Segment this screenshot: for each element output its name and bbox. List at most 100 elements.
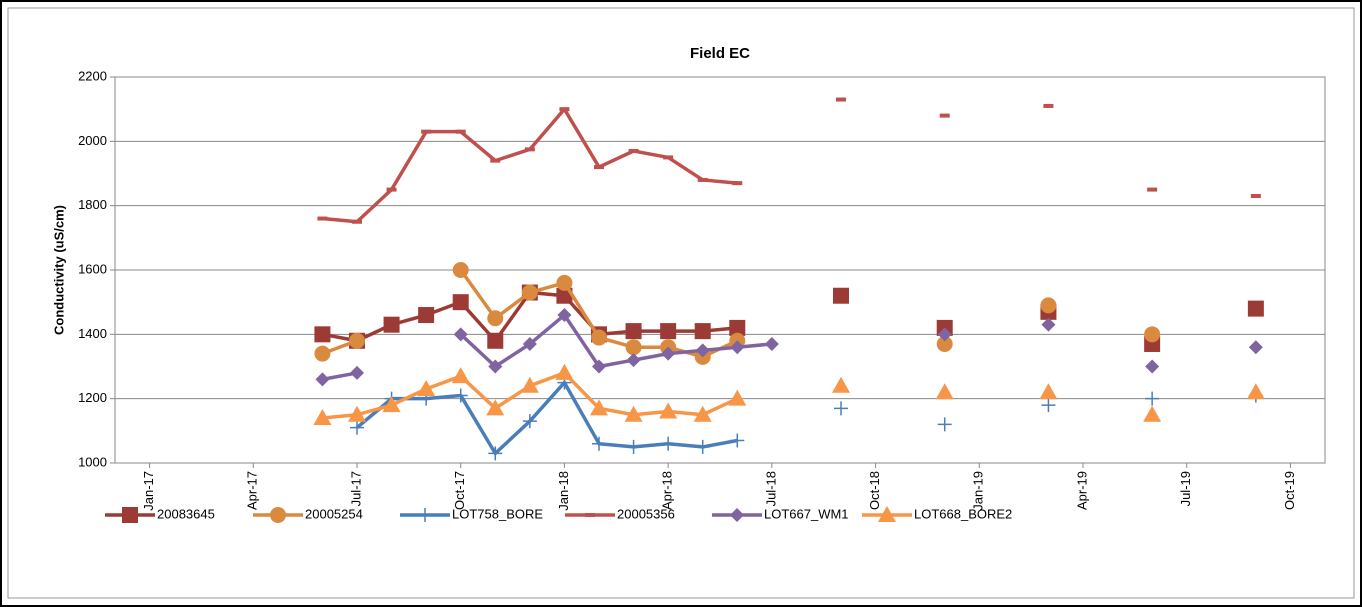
legend-label: LOT667_WM1 [764, 506, 849, 521]
x-tick-label: Jan-18 [556, 471, 571, 511]
data-point [628, 148, 639, 153]
data-point [522, 414, 537, 429]
data-point [455, 129, 466, 134]
x-tick-label: Jul-18 [763, 471, 778, 506]
x-tick-label: Apr-19 [1074, 471, 1089, 510]
data-point [1043, 103, 1054, 108]
legend-label: 20005254 [305, 506, 363, 521]
data-point [695, 343, 710, 358]
data-point [832, 376, 850, 393]
y-axis-label: Conductivity (uS/cm) [51, 205, 66, 335]
data-point [592, 359, 606, 374]
data-point [486, 399, 505, 416]
data-point [521, 284, 538, 301]
data-point [421, 129, 432, 134]
x-tick-label: Jan-17 [141, 471, 156, 511]
legend-marker [585, 513, 595, 517]
data-point [1041, 398, 1056, 413]
legend-label: 20005356 [617, 506, 675, 521]
data-point [348, 405, 366, 422]
data-point [936, 335, 953, 352]
data-point [315, 372, 330, 387]
legend-marker [878, 506, 896, 522]
data-point [557, 308, 572, 323]
y-tick-label: 1400 [78, 326, 107, 341]
data-point [383, 316, 400, 333]
data-point [452, 294, 469, 311]
data-point [487, 332, 504, 349]
data-point [624, 405, 643, 422]
y-tick-label: 2200 [78, 68, 107, 83]
data-point [764, 336, 779, 351]
data-point [937, 417, 952, 432]
data-point [490, 158, 501, 163]
data-point [836, 97, 846, 102]
data-point [694, 323, 711, 340]
data-point [626, 439, 641, 454]
data-point [559, 107, 570, 112]
data-point [386, 187, 397, 192]
chart-title: Field EC [690, 45, 750, 62]
data-point [556, 274, 573, 291]
y-tick-label: 1600 [78, 261, 107, 276]
data-point [1039, 383, 1058, 400]
data-point [732, 181, 743, 186]
data-point [349, 332, 365, 349]
data-point [452, 262, 469, 278]
data-point [663, 155, 674, 160]
chart-area [7, 7, 1355, 599]
y-tick-label: 2000 [78, 133, 107, 148]
x-tick-label: Oct-18 [867, 471, 882, 510]
data-point [695, 439, 710, 454]
data-point [453, 327, 468, 342]
data-point [1144, 326, 1161, 343]
data-point [352, 219, 362, 224]
data-point [590, 399, 608, 416]
data-point [833, 287, 849, 304]
x-tick-label: Oct-19 [1282, 471, 1297, 510]
x-tick-label: Jan-19 [971, 471, 986, 511]
data-point [314, 345, 331, 362]
data-point [524, 147, 535, 152]
data-point [1040, 297, 1057, 314]
data-point [660, 323, 677, 340]
data-point [591, 329, 607, 346]
x-tick-label: Jul-17 [348, 471, 363, 506]
data-point [487, 310, 504, 327]
data-point [661, 436, 676, 451]
data-point [451, 367, 470, 384]
legend-label: LOT668_BORE2 [914, 506, 1012, 521]
data-point [314, 326, 331, 343]
data-point [729, 319, 746, 336]
legend-marker [418, 508, 432, 522]
data-point [693, 405, 712, 422]
x-tick-label: Oct-17 [452, 471, 467, 510]
data-point [1145, 391, 1160, 406]
data-point [730, 340, 745, 355]
data-point [625, 323, 642, 340]
data-point [417, 380, 436, 397]
data-point [1246, 383, 1265, 400]
data-point [350, 420, 364, 435]
data-point [488, 446, 503, 461]
data-point [520, 376, 539, 393]
legend-marker [122, 507, 138, 523]
legend-label: 20083645 [157, 506, 215, 521]
data-point [1247, 300, 1264, 317]
data-point [1250, 194, 1261, 199]
x-tick-label: Apr-18 [660, 471, 675, 510]
legend-label: LOT758_BORE [452, 506, 543, 521]
legend-marker [270, 507, 286, 523]
data-point [728, 389, 747, 406]
plot-border [114, 76, 1326, 464]
data-point [453, 388, 468, 403]
data-point [1041, 317, 1056, 332]
data-point [659, 402, 678, 419]
data-point [697, 177, 708, 182]
data-point [313, 408, 332, 425]
data-point [626, 353, 641, 368]
data-point [661, 346, 676, 361]
y-tick-label: 1000 [78, 454, 107, 469]
data-point [555, 363, 574, 380]
